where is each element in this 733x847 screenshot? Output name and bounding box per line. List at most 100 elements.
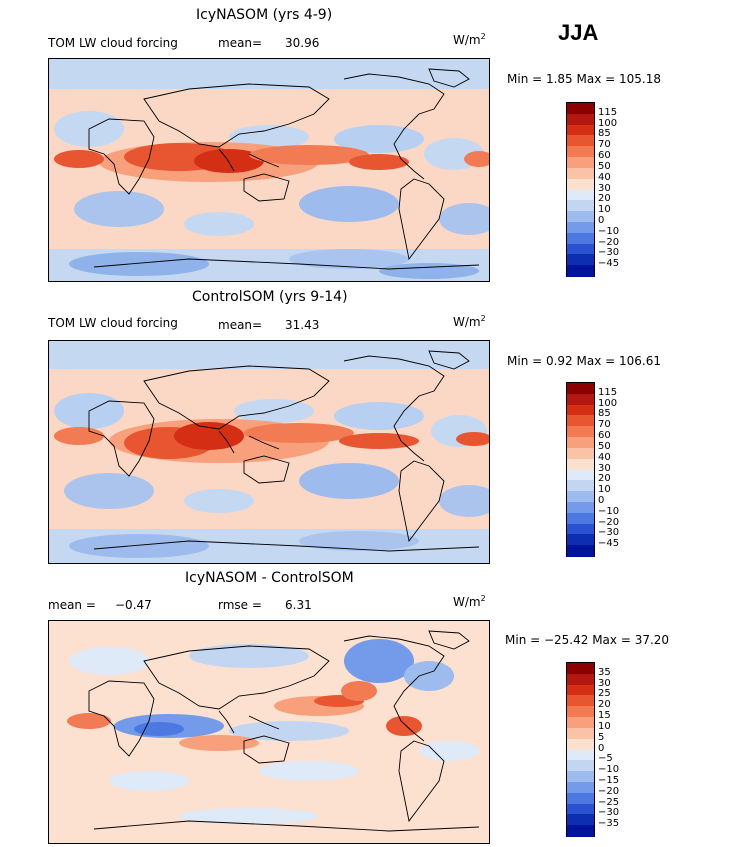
panel-2-colorbar xyxy=(566,382,595,557)
panel-3-rmse-value: 6.31 xyxy=(285,598,312,612)
colorbar-tick-label: 5 xyxy=(598,731,605,743)
colorbar-tick-label: 50 xyxy=(598,440,611,452)
colorbar-tick-label: 20 xyxy=(598,193,611,205)
colorbar-swatch xyxy=(567,124,594,136)
colorbar-swatch xyxy=(567,232,594,245)
colorbar-swatch xyxy=(567,684,594,696)
colorbar-tick-label: 0 xyxy=(598,494,605,506)
panel-3-minmax: Min = −25.42 Max = 37.20 xyxy=(505,633,670,647)
colorbar-tick-label: −45 xyxy=(598,258,620,270)
colorbar-swatch xyxy=(567,167,594,180)
colorbar-swatch xyxy=(567,265,594,277)
colorbar-swatch xyxy=(567,512,594,525)
panel-1-mean-value: 30.96 xyxy=(285,36,320,50)
panel-3-mean-label: mean = xyxy=(48,598,96,612)
colorbar-tick-label: 115 xyxy=(598,386,618,398)
colorbar-tick-label: −30 xyxy=(598,527,620,539)
colorbar-tick-label: 10 xyxy=(598,204,611,216)
panel-3-mean-value: −0.47 xyxy=(115,598,152,612)
colorbar-swatch xyxy=(567,404,594,416)
colorbar-swatch xyxy=(567,146,594,158)
panel-3-title: IcyNASOM - ControlSOM xyxy=(185,570,354,586)
panel-3-units: W/m2 xyxy=(453,594,486,609)
colorbar-swatch xyxy=(567,458,594,470)
colorbar-swatch xyxy=(567,437,594,449)
colorbar-tick-label: 100 xyxy=(598,117,618,129)
colorbar-swatch xyxy=(567,781,594,794)
colorbar-swatch xyxy=(567,760,594,772)
colorbar-swatch xyxy=(567,447,594,460)
colorbar-swatch xyxy=(567,792,594,805)
colorbar-swatch xyxy=(567,157,594,169)
colorbar-tick-label: −30 xyxy=(598,807,620,819)
colorbar-swatch xyxy=(567,523,594,535)
colorbar-swatch xyxy=(567,211,594,223)
colorbar-swatch xyxy=(567,695,594,707)
colorbar-swatch xyxy=(567,749,594,761)
colorbar-tick-label: 0 xyxy=(598,214,605,226)
colorbar-tick-label: 70 xyxy=(598,139,611,151)
colorbar-tick-label: 115 xyxy=(598,106,618,118)
colorbar-tick-label: 35 xyxy=(598,666,611,678)
colorbar-swatch xyxy=(567,501,594,514)
colorbar-tick-label: 60 xyxy=(598,430,611,442)
colorbar-tick-label: 85 xyxy=(598,408,611,420)
colorbar-tick-label: 70 xyxy=(598,419,611,431)
colorbar-tick-label: 10 xyxy=(598,484,611,496)
colorbar-swatch xyxy=(567,113,594,126)
colorbar-swatch xyxy=(567,663,594,675)
colorbar-tick-label: −35 xyxy=(598,818,620,830)
colorbar-swatch xyxy=(567,254,594,266)
colorbar-swatch xyxy=(567,415,594,427)
colorbar-swatch xyxy=(567,534,594,546)
panel-1-mean-label: mean= xyxy=(218,36,263,50)
colorbar-swatch xyxy=(567,814,594,826)
colorbar-swatch xyxy=(567,393,594,406)
colorbar-swatch xyxy=(567,717,594,729)
panel-1-map xyxy=(48,58,490,282)
colorbar-tick-label: −15 xyxy=(598,774,620,786)
panel-1-field-label: TOM LW cloud forcing xyxy=(48,36,178,50)
panel-2-units: W/m2 xyxy=(453,314,486,329)
season-label: JJA xyxy=(558,20,599,45)
colorbar-swatch xyxy=(567,426,594,438)
colorbar-tick-label: 25 xyxy=(598,688,611,700)
colorbar-tick-label: −10 xyxy=(598,505,620,517)
colorbar-tick-label: −10 xyxy=(598,225,620,237)
panel-2-title: ControlSOM (yrs 9-14) xyxy=(192,289,348,305)
panel-3-rmse-label: rmse = xyxy=(218,598,262,612)
colorbar-swatch xyxy=(567,673,594,686)
panel-2-mean-value: 31.43 xyxy=(285,318,320,332)
colorbar-tick-label: 30 xyxy=(598,462,611,474)
colorbar-tick-label: 10 xyxy=(598,720,611,732)
colorbar-tick-label: −5 xyxy=(598,753,613,765)
panel-1-minmax: Min = 1.85 Max = 105.18 xyxy=(507,72,661,86)
colorbar-swatch xyxy=(567,221,594,234)
colorbar-swatch xyxy=(567,469,594,481)
panel-1-units: W/m2 xyxy=(453,32,486,47)
colorbar-swatch xyxy=(567,771,594,783)
colorbar-tick-label: −20 xyxy=(598,785,620,797)
panel-2-minmax: Min = 0.92 Max = 106.61 xyxy=(507,354,661,368)
colorbar-swatch xyxy=(567,200,594,212)
colorbar-tick-label: 40 xyxy=(598,451,611,463)
colorbar-tick-label: −45 xyxy=(598,538,620,550)
colorbar-swatch xyxy=(567,738,594,750)
colorbar-tick-label: 40 xyxy=(598,171,611,183)
panel-1-title: IcyNASOM (yrs 4-9) xyxy=(196,7,333,23)
colorbar-tick-label: 20 xyxy=(598,473,611,485)
panel-3-map xyxy=(48,620,490,844)
colorbar-tick-label: −25 xyxy=(598,796,620,808)
colorbar-swatch xyxy=(567,135,594,147)
colorbar-tick-label: −20 xyxy=(598,516,620,528)
colorbar-swatch xyxy=(567,825,594,837)
colorbar-swatch xyxy=(567,545,594,557)
colorbar-swatch xyxy=(567,178,594,190)
colorbar-tick-label: 85 xyxy=(598,128,611,140)
colorbar-tick-label: 15 xyxy=(598,710,611,722)
colorbar-swatch xyxy=(567,727,594,740)
colorbar-swatch xyxy=(567,189,594,201)
colorbar-swatch xyxy=(567,480,594,492)
colorbar-tick-label: 60 xyxy=(598,150,611,162)
colorbar-swatch xyxy=(567,803,594,815)
